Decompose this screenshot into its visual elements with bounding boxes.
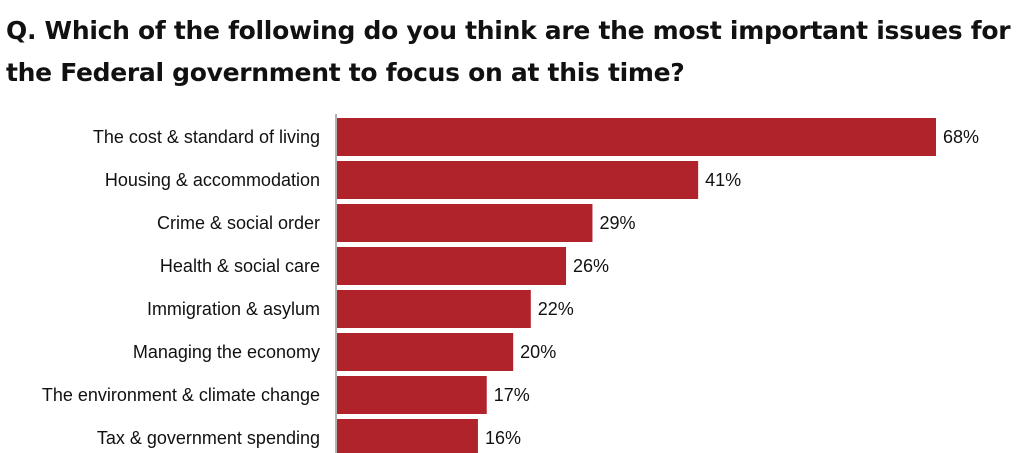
- category-label: Crime & social order: [157, 213, 320, 233]
- data-label: 41%: [705, 170, 741, 190]
- bar: [337, 419, 478, 453]
- data-label: 29%: [599, 213, 635, 233]
- bar: [337, 161, 699, 199]
- bar: [337, 247, 567, 285]
- chart-title: Q. Which of the following do you think a…: [6, 16, 1011, 87]
- data-label: 22%: [538, 299, 574, 319]
- category-label: The cost & standard of living: [93, 127, 320, 147]
- data-label: 16%: [485, 428, 521, 448]
- data-label: 68%: [943, 127, 979, 147]
- category-label: Health & social care: [160, 256, 320, 276]
- category-label: Managing the economy: [133, 342, 320, 362]
- data-label: 20%: [520, 342, 556, 362]
- category-label: Tax & government spending: [97, 428, 320, 448]
- data-label: 17%: [494, 385, 530, 405]
- category-label: Housing & accommodation: [105, 170, 320, 190]
- category-label: Immigration & asylum: [147, 299, 320, 319]
- bar: [337, 204, 593, 242]
- bar: [337, 333, 514, 371]
- bar: [337, 376, 487, 414]
- bar: [337, 290, 531, 328]
- data-label: 26%: [573, 256, 609, 276]
- category-label: The environment & climate change: [42, 385, 320, 405]
- bar: [337, 118, 936, 156]
